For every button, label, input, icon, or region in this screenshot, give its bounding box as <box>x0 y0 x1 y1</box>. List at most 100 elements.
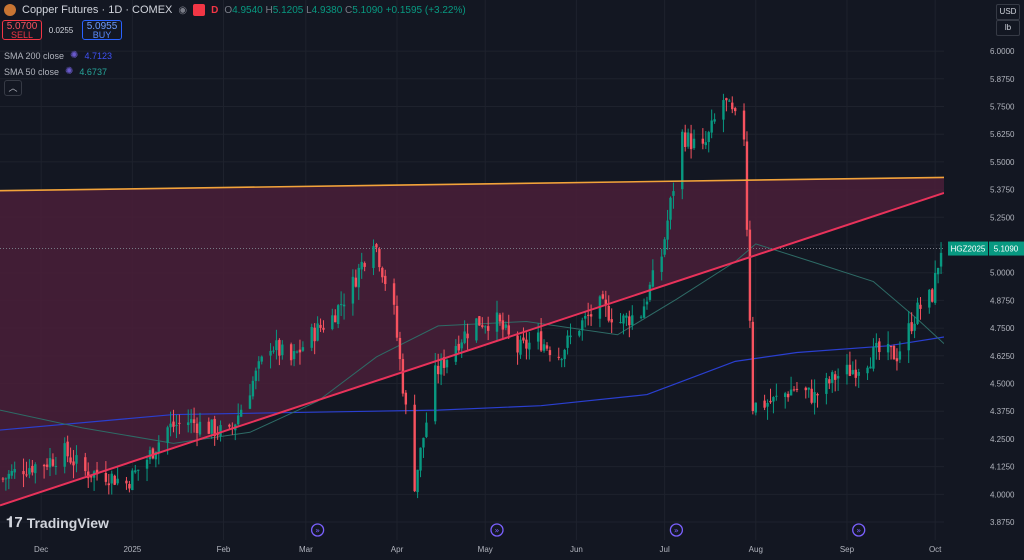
y-tick-label: 5.6250 <box>990 130 1015 139</box>
event-marker-glyph: » <box>856 526 861 535</box>
support-trendline[interactable] <box>0 191 945 507</box>
y-tick-label: 4.2500 <box>990 435 1015 444</box>
unit-selector[interactable]: lb <box>996 20 1020 36</box>
candle-body <box>601 294 605 299</box>
candle-body <box>589 314 593 317</box>
candle-body <box>113 475 116 485</box>
candle-body <box>310 327 313 348</box>
high-value: 5.1205 <box>272 4 304 16</box>
candle-body <box>604 299 608 305</box>
change-value: +0.1595 (+3.22%) <box>385 4 466 16</box>
x-tick-label: May <box>478 545 493 554</box>
candle-body <box>848 364 852 376</box>
candle-body <box>872 346 875 369</box>
candle-body <box>13 469 16 473</box>
buy-button[interactable]: 5.0955 BUY <box>82 20 122 40</box>
y-tick-label: 5.8750 <box>990 75 1015 84</box>
candle-body <box>628 316 631 326</box>
candle-body <box>731 102 734 110</box>
indicator-sma50[interactable]: SMA 50 close ✺ 4.6737 <box>4 66 107 77</box>
flag-icon[interactable] <box>193 4 206 16</box>
candle-body <box>375 244 378 248</box>
candle-body <box>219 425 222 436</box>
candle-body <box>89 476 93 478</box>
resistance-trendline[interactable] <box>0 176 945 192</box>
candle-body <box>525 339 528 349</box>
candle-body <box>836 376 840 379</box>
time-scale[interactable] <box>0 540 944 560</box>
candle-body <box>145 459 149 469</box>
candle-body <box>684 132 687 147</box>
data-status-label: D <box>211 4 219 16</box>
spread-value: 0.0255 <box>48 25 74 35</box>
candle-body <box>751 321 755 411</box>
candle-body <box>642 306 646 318</box>
candle-body <box>351 276 355 304</box>
candle-body <box>298 349 302 353</box>
candle-body <box>536 332 540 342</box>
settings-icon[interactable]: ✺ <box>70 50 79 61</box>
candle-body <box>422 437 425 448</box>
y-tick-label: 4.6250 <box>990 352 1015 361</box>
candle-body <box>210 419 213 434</box>
candle-body <box>404 392 408 405</box>
candle-body <box>72 461 75 466</box>
last-price-label: HGZ2025 5.1090 <box>948 241 1024 256</box>
candle-body <box>889 346 893 348</box>
candle-body <box>663 239 666 255</box>
candle-body <box>75 455 78 464</box>
candle-body <box>907 323 910 351</box>
candle-body <box>169 423 172 428</box>
ohlc-values: O4.9540 H5.1205 L4.9380 C5.1090 +0.1595 … <box>224 5 465 16</box>
candle-body <box>772 397 775 402</box>
indicator-label: SMA 50 close <box>4 66 60 77</box>
indicator-sma200[interactable]: SMA 200 close ✺ 4.7123 <box>4 50 112 61</box>
candle-body <box>104 473 108 482</box>
low-key: L <box>306 4 312 16</box>
candle-body <box>898 351 902 360</box>
high-key: H <box>265 4 273 16</box>
settings-icon[interactable]: ✺ <box>65 66 74 77</box>
candle-body <box>833 374 837 380</box>
candle-body <box>384 275 387 285</box>
candle-body <box>301 347 305 351</box>
candle-body <box>372 246 375 268</box>
candle-body <box>566 335 569 348</box>
tradingview-icon: 𝟏7 <box>6 514 23 531</box>
eye-icon[interactable]: ◉ <box>178 4 188 16</box>
candle-body <box>557 356 560 358</box>
candle-body <box>913 323 916 331</box>
candle-body <box>442 357 446 368</box>
candle-body <box>666 220 669 240</box>
currency-selector[interactable]: USD <box>996 4 1020 20</box>
candle-body <box>478 316 481 326</box>
candle-body <box>816 394 819 396</box>
symbol-label: HGZ2025 <box>951 245 986 254</box>
collapse-legend-button[interactable]: ︿ <box>4 80 22 96</box>
candle-body <box>228 424 231 427</box>
candle-body <box>278 339 281 356</box>
candle-body <box>783 393 787 397</box>
sell-button[interactable]: 5.0700 SELL <box>2 20 42 40</box>
candle-body <box>281 344 284 356</box>
candle-body <box>401 359 405 394</box>
candle-body <box>116 478 119 484</box>
candle-body <box>886 343 890 353</box>
close-value: 5.1090 <box>352 4 383 16</box>
candle-body <box>710 120 713 133</box>
price-scale[interactable] <box>944 0 1024 560</box>
y-tick-label: 4.0000 <box>990 490 1015 499</box>
tradingview-logo[interactable]: 𝟏7 TradingView <box>6 514 109 531</box>
candle-body <box>610 319 613 323</box>
x-tick-label: Jul <box>660 545 670 554</box>
candle-body <box>522 337 525 341</box>
candle-body <box>651 270 655 287</box>
candle-body <box>4 478 8 480</box>
symbol-title[interactable]: Copper Futures · 1D · COMEX <box>22 4 173 16</box>
sma-200-line <box>0 336 945 431</box>
candle-body <box>825 377 828 394</box>
price-tag <box>989 241 1024 256</box>
candle-body <box>748 229 752 321</box>
candle-body <box>689 133 693 150</box>
